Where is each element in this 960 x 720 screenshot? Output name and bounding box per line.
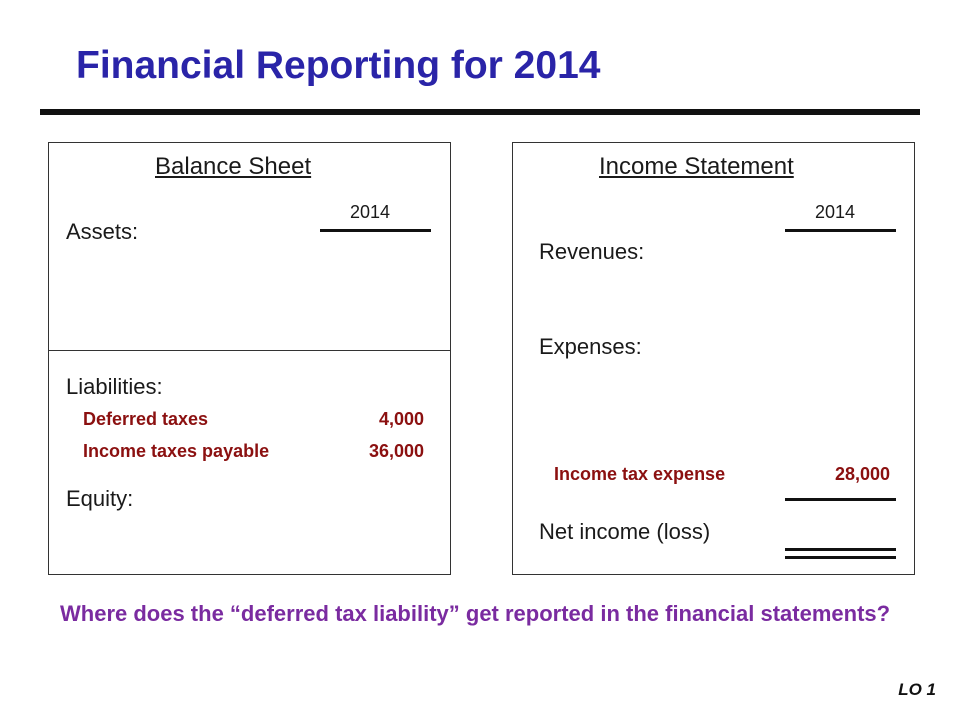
deferred-taxes-label: Deferred taxes <box>83 409 209 429</box>
income-statement-panel <box>512 142 915 575</box>
revenues-label: Revenues: <box>539 239 645 264</box>
income-tax-expense-amount: 28,000 <box>834 464 890 484</box>
title-underline <box>40 109 920 115</box>
balance-sheet-year-rule <box>320 229 431 232</box>
balance-sheet-year: 2014 <box>350 202 391 222</box>
balance-sheet-divider <box>48 350 450 351</box>
net-income-label: Net income (loss) <box>539 519 711 544</box>
expense-total-rule <box>785 498 896 501</box>
expenses-label: Expenses: <box>539 334 642 359</box>
equity-label: Equity: <box>66 486 134 511</box>
balance-sheet-panel <box>48 142 451 575</box>
income-taxes-payable-label: Income taxes payable <box>83 441 270 461</box>
income-statement-heading: Income Statement <box>599 153 794 180</box>
income-statement-year: 2014 <box>815 202 856 222</box>
balance-sheet-heading: Balance Sheet <box>155 153 312 180</box>
income-tax-expense-label: Income tax expense <box>554 464 726 484</box>
income-taxes-payable-amount: 36,000 <box>368 441 424 461</box>
discussion-question: Where does the “deferred tax liability” … <box>60 601 891 626</box>
net-income-double-rule-bottom <box>785 556 896 559</box>
income-statement-year-rule <box>785 229 896 232</box>
slide-title: Financial Reporting for 2014 <box>76 44 601 87</box>
assets-label: Assets: <box>66 219 139 244</box>
learning-objective-label: LO 1 <box>898 680 936 699</box>
liabilities-label: Liabilities: <box>66 374 163 399</box>
deferred-taxes-amount: 4,000 <box>378 409 424 429</box>
net-income-double-rule-top <box>785 548 896 551</box>
